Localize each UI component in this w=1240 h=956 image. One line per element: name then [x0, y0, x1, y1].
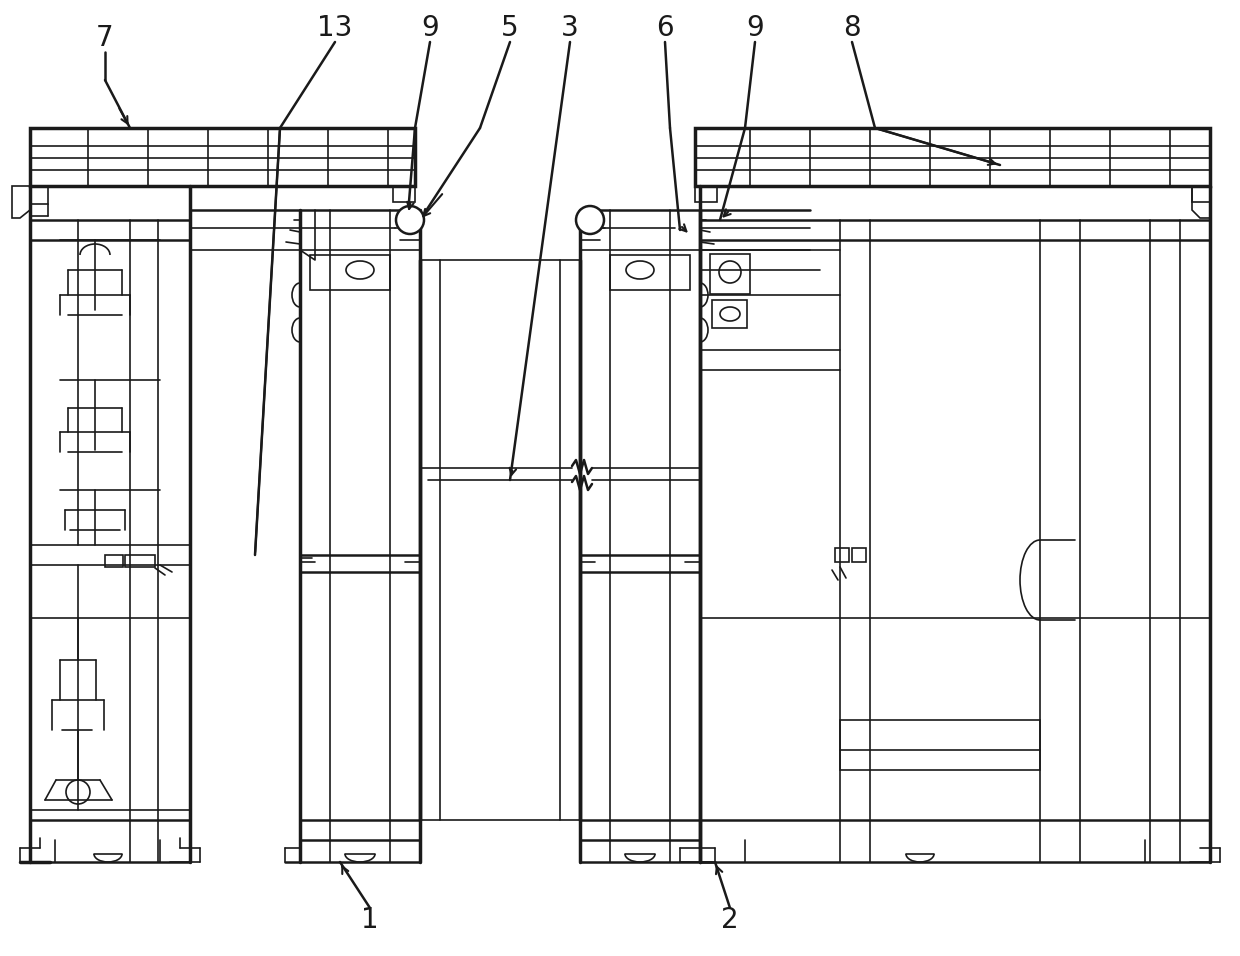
Text: 7: 7: [97, 24, 114, 52]
Bar: [1192, 186, 1210, 202]
Text: 9: 9: [422, 14, 439, 42]
Bar: [694, 128, 1210, 186]
Text: 8: 8: [843, 14, 861, 42]
Bar: [30, 128, 415, 186]
Bar: [393, 186, 415, 202]
Text: 1: 1: [361, 906, 378, 934]
Text: 5: 5: [501, 14, 518, 42]
Bar: [839, 720, 1040, 770]
Circle shape: [396, 206, 424, 234]
Bar: [105, 555, 123, 567]
Text: 9: 9: [746, 14, 764, 42]
Bar: [310, 255, 391, 290]
Bar: [694, 186, 717, 202]
Bar: [125, 555, 155, 567]
Text: 3: 3: [562, 14, 579, 42]
Bar: [711, 254, 750, 294]
Bar: [712, 300, 746, 328]
Bar: [852, 548, 866, 562]
Bar: [835, 548, 849, 562]
Text: 13: 13: [317, 14, 352, 42]
Text: 2: 2: [722, 906, 739, 934]
Bar: [30, 186, 48, 204]
Circle shape: [577, 206, 604, 234]
Text: 6: 6: [656, 14, 673, 42]
Bar: [610, 255, 689, 290]
